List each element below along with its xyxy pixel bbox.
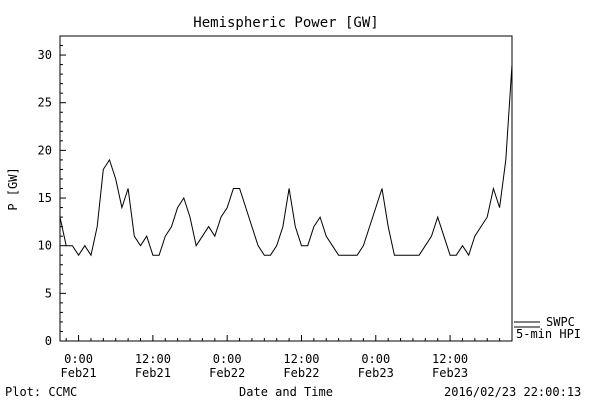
x-tick-label-time: 0:00 [361, 352, 390, 366]
plot-credit: Plot: CCMC [5, 385, 77, 399]
x-axis-label: Date and Time [239, 385, 333, 399]
x-tick-label-date: Feb21 [135, 366, 171, 380]
legend-entry-1: SWPC [546, 315, 575, 329]
y-tick-label: 20 [38, 143, 52, 157]
y-tick-label: 10 [38, 239, 52, 253]
legend-entry-2: 5-min HPI [516, 327, 581, 341]
x-tick-label-time: 12:00 [283, 352, 319, 366]
y-tick-label: 15 [38, 191, 52, 205]
y-tick-label: 30 [38, 48, 52, 62]
plot-timestamp: 2016/02/23 22:00:13 [444, 385, 581, 399]
y-axis-label: P [GW] [6, 167, 20, 210]
y-tick-label: 25 [38, 96, 52, 110]
x-tick-label-time: 0:00 [64, 352, 93, 366]
y-axis: 0 5 10 15 20 25 30 [38, 35, 66, 348]
series-line-swpc [59, 64, 513, 257]
x-tick-label-date: Feb22 [209, 366, 245, 380]
x-tick-label-date: Feb21 [61, 366, 97, 380]
y-tick-label: 0 [45, 334, 52, 348]
x-tick-label-date: Feb23 [432, 366, 468, 380]
x-tick-label-time: 12:00 [135, 352, 171, 366]
x-tick-label-date: Feb23 [358, 366, 394, 380]
x-tick-label-date: Feb22 [283, 366, 319, 380]
x-tick-label-time: 0:00 [213, 352, 242, 366]
legend: SWPC 5-min HPI [514, 315, 581, 341]
x-tick-label-time: 12:00 [432, 352, 468, 366]
y-tick-label: 5 [45, 286, 52, 300]
x-axis: 0:00Feb2112:00Feb210:00Feb2212:00Feb220:… [61, 335, 513, 380]
chart-title: Hemispheric Power [GW] [193, 15, 378, 31]
